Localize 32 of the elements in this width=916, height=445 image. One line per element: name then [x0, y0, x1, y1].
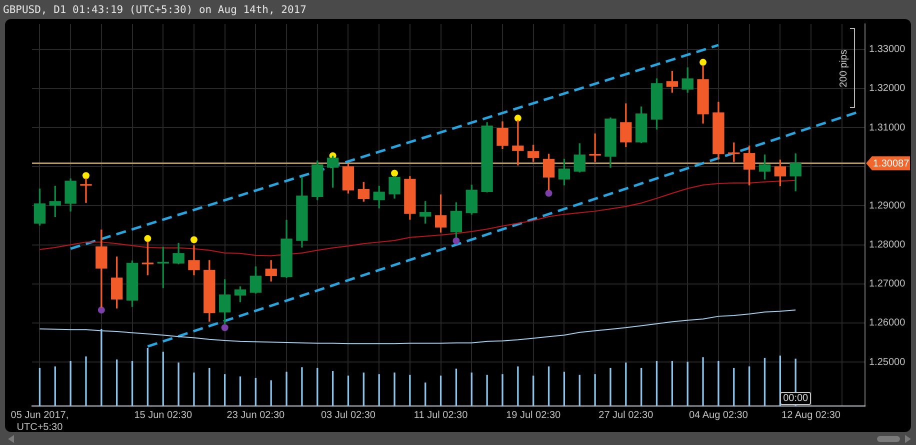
- annotation: 200 pips: [838, 49, 850, 87]
- ref-line-label: 1.30087: [873, 158, 910, 170]
- y-tick-label: 1.32000: [869, 83, 906, 94]
- point: [98, 306, 105, 314]
- x-tick-label: 12 Aug 02:30: [782, 410, 841, 421]
- y-tick-label: 1.25000: [869, 356, 906, 368]
- x-tick-label: 03 Jul 02:30: [320, 410, 376, 421]
- annotation: 00:00: [780, 392, 812, 405]
- x-tick-label: 23 Jun 02:30: [226, 410, 286, 421]
- y-tick-label: 1.26000: [869, 318, 906, 329]
- candlestick: [589, 133, 601, 162]
- point: [545, 190, 552, 197]
- point: [514, 114, 522, 122]
- x-tick-label: 05 Jun 2017, UTC+5:30: [10, 410, 69, 433]
- y-tick-label: 1.27000: [869, 278, 906, 290]
- point: [144, 235, 152, 242]
- point: [700, 58, 707, 66]
- x-tick-label: 19 Jul 02:30: [506, 410, 562, 421]
- point: [221, 324, 228, 332]
- x-tick-label: 11 Jul 02:30: [414, 410, 468, 421]
- y-tick-label: 1.28000: [869, 240, 906, 251]
- y-tick-label: 1.33000: [869, 44, 906, 56]
- point: [391, 170, 398, 177]
- chart-title: GBPUSD, D1 01:43:19 (UTC+5:30) on Aug 14th, 2017: [3, 3, 306, 18]
- x-tick-label: 04 Aug 02:30: [688, 410, 748, 421]
- y-tick-label: 1.31000: [869, 122, 906, 134]
- point: [452, 237, 460, 244]
- point: [190, 236, 198, 244]
- y-tick-label: 1.29000: [869, 200, 906, 212]
- point: [82, 172, 90, 180]
- x-tick-label: 15 Jun 02:30: [134, 410, 192, 421]
- x-tick-label: 27 Jul 02:30: [598, 410, 654, 421]
